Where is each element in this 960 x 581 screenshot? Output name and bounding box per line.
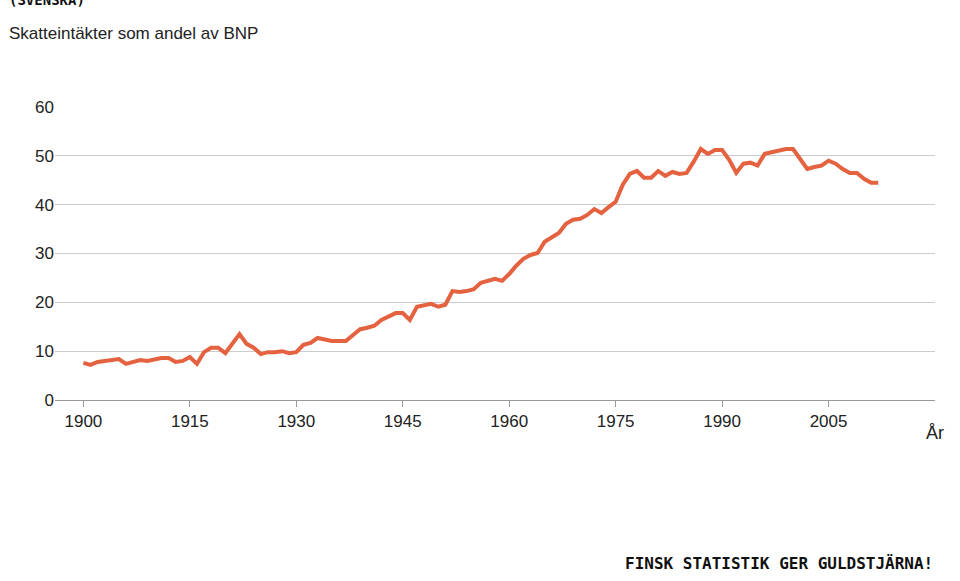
svg-text:FINSK STATISTIK GER GULDSTJÄRN: FINSK STATISTIK GER GULDSTJÄRNA! (625, 554, 933, 573)
svg-text:50: 50 (35, 147, 54, 166)
svg-text:1975: 1975 (597, 412, 635, 431)
svg-text:Skatteintäkter som andel av BN: Skatteintäkter som andel av BNP (9, 24, 258, 43)
svg-text:1930: 1930 (277, 412, 315, 431)
svg-text:1900: 1900 (64, 412, 102, 431)
svg-text:(SVENSKA): (SVENSKA) (9, 0, 85, 8)
svg-text:1960: 1960 (490, 412, 528, 431)
svg-text:20: 20 (35, 293, 54, 312)
svg-text:40: 40 (35, 196, 54, 215)
svg-text:10: 10 (35, 342, 54, 361)
svg-text:0: 0 (45, 391, 54, 410)
svg-text:60: 60 (35, 98, 54, 117)
svg-text:1915: 1915 (171, 412, 209, 431)
svg-text:År: År (926, 423, 944, 443)
svg-text:1945: 1945 (384, 412, 422, 431)
svg-text:2005: 2005 (810, 412, 848, 431)
svg-text:1990: 1990 (703, 412, 741, 431)
svg-text:30: 30 (35, 244, 54, 263)
